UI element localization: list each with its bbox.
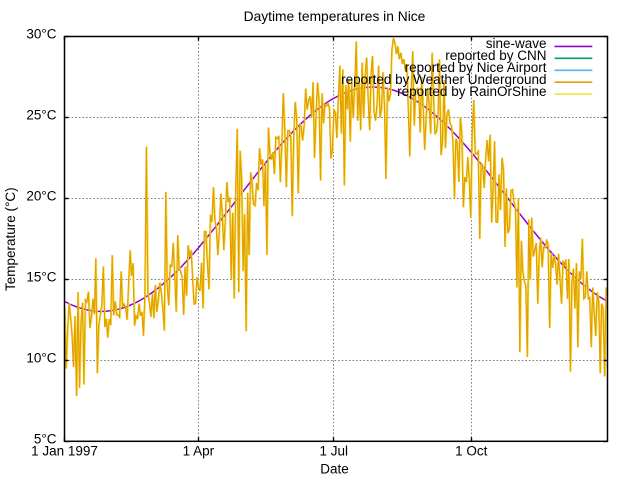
svg-text:reported by RainOrShine: reported by RainOrShine [397,84,546,99]
svg-text:1 Jul: 1 Jul [320,443,349,458]
svg-text:reported by CNN: reported by CNN [445,48,546,63]
svg-text:1 Oct: 1 Oct [455,443,488,458]
svg-text:sine-wave: sine-wave [486,36,547,51]
svg-text:Temperature (°C): Temperature (°C) [3,187,18,291]
svg-text:reported by Weather Undergroun: reported by Weather Underground [341,72,546,87]
svg-text:30°C: 30°C [26,27,56,42]
svg-text:25°C: 25°C [26,108,56,123]
svg-text:15°C: 15°C [26,270,56,285]
svg-text:1 Apr: 1 Apr [183,443,215,458]
svg-text:reported by Nice Airport: reported by Nice Airport [405,60,547,75]
svg-text:1 Jan 1997: 1 Jan 1997 [31,443,98,458]
svg-text:5°C: 5°C [34,432,57,447]
svg-text:Daytime temperatures in Nice: Daytime temperatures in Nice [244,9,426,24]
svg-text:10°C: 10°C [26,351,56,366]
svg-text:20°C: 20°C [26,189,56,204]
svg-text:Date: Date [320,461,349,476]
